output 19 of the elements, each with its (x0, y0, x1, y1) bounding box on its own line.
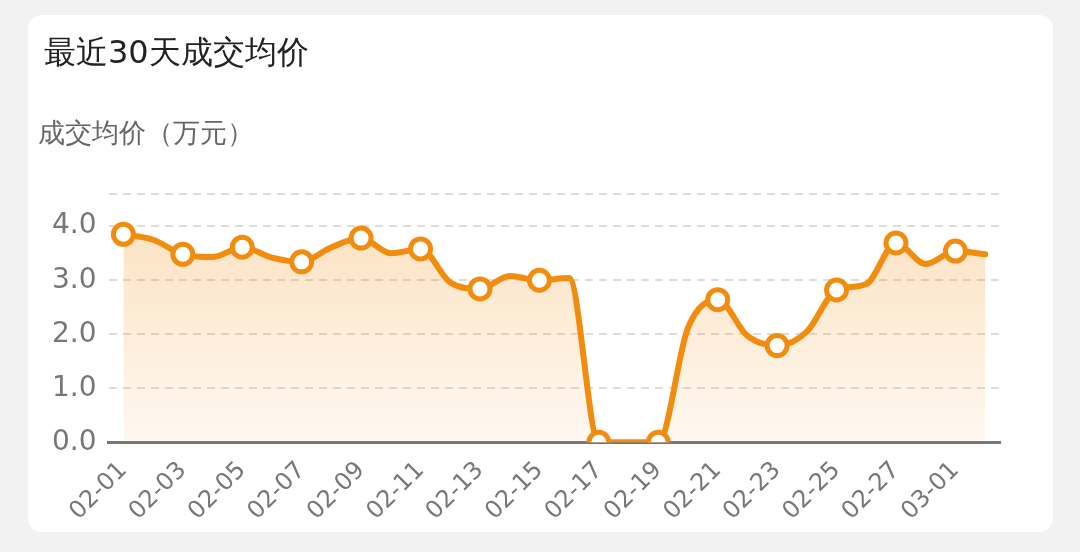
point (526, 267, 552, 293)
y-tick-label: 4.0 (52, 207, 97, 241)
point (942, 238, 968, 264)
y-axis-title: 成交均价（万元） (38, 116, 254, 150)
point (467, 276, 493, 302)
point (229, 234, 255, 260)
point (705, 287, 731, 313)
point (170, 241, 196, 267)
y-tick-label: 0.0 (52, 423, 97, 457)
point (824, 277, 850, 303)
y-tick-label: 2.0 (52, 315, 97, 349)
point (110, 221, 136, 247)
point (348, 225, 374, 251)
point (883, 230, 909, 256)
chart-title: 最近30天成交均价 (44, 32, 309, 73)
point (289, 249, 315, 275)
y-tick-label: 3.0 (52, 261, 97, 295)
y-tick-label: 1.0 (52, 369, 97, 403)
point (408, 236, 434, 262)
